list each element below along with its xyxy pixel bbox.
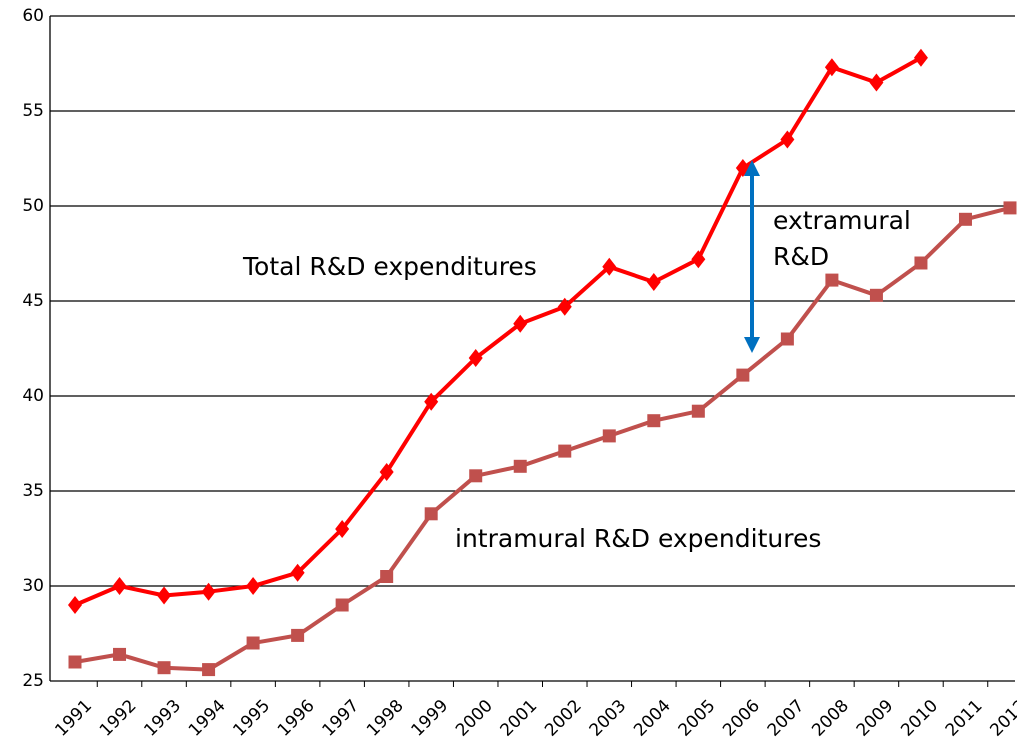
y-tick-label: 60	[22, 6, 44, 26]
marker	[736, 368, 750, 382]
series-line	[74, 205, 1011, 672]
marker	[157, 586, 172, 605]
marker	[68, 655, 82, 669]
marker	[335, 598, 349, 612]
marker	[246, 636, 260, 650]
marker	[602, 429, 616, 443]
y-tick-label: 25	[22, 671, 44, 691]
x-tick-label: 1994	[185, 696, 230, 741]
x-tick-label: 1996	[274, 696, 319, 741]
marker	[780, 332, 794, 346]
marker	[424, 507, 438, 521]
y-tick-label: 45	[22, 291, 44, 311]
marker	[380, 570, 394, 583]
plot: 25 30 35 40 45 50 55 60 1991 1992 1993 1994 1995 1996…	[22, 6, 1017, 741]
marker	[201, 582, 216, 601]
marker	[335, 520, 350, 538]
annotation: R&D	[773, 242, 829, 271]
series-label: Total R&D expenditures	[242, 252, 537, 281]
x-tick-label: 2000	[452, 696, 497, 741]
marker	[379, 463, 394, 481]
marker	[602, 257, 617, 276]
x-tick-label: 2009	[853, 696, 898, 741]
x-tick-label: 2011	[942, 696, 987, 741]
x-tick-label: 2005	[675, 696, 720, 741]
marker	[202, 663, 216, 677]
x-tick-label: 2008	[808, 696, 853, 741]
x-tick-label: 2003	[586, 696, 631, 741]
series-line	[74, 56, 922, 607]
x-tick-label: 2007	[764, 696, 809, 741]
y-tick-label: 50	[22, 196, 44, 216]
marker	[869, 73, 884, 92]
series-label: intramural R&D expenditures	[455, 524, 821, 553]
x-tick-label: 1997	[318, 696, 363, 741]
marker	[424, 392, 439, 411]
marker	[513, 459, 527, 473]
x-tick-label: 2001	[497, 696, 542, 741]
marker	[869, 288, 883, 302]
marker	[958, 212, 972, 226]
marker	[246, 577, 261, 595]
marker	[647, 414, 661, 428]
marker	[513, 314, 528, 333]
marker	[558, 444, 572, 458]
marker	[780, 130, 795, 149]
marker	[691, 404, 705, 418]
x-tick-label: 1993	[140, 696, 185, 741]
marker	[824, 58, 839, 77]
x-tick-label: 1995	[229, 696, 274, 741]
marker	[691, 250, 706, 269]
annotation: extramural	[773, 206, 911, 235]
marker	[68, 596, 82, 614]
marker	[469, 469, 483, 483]
marker	[1003, 201, 1017, 215]
x-tick-label: 2010	[897, 696, 942, 741]
y-tick-label: 30	[22, 576, 44, 596]
y-tick-label: 55	[22, 101, 44, 121]
y-tick-label: 40	[22, 386, 44, 406]
x-tick-label: 1998	[363, 696, 408, 741]
marker	[112, 577, 127, 595]
marker	[825, 273, 839, 287]
marker	[290, 563, 305, 582]
x-tick-label: 2012	[986, 696, 1017, 741]
marker	[468, 349, 483, 367]
marker	[113, 647, 127, 661]
x-tick-label: 1999	[408, 696, 453, 741]
x-tick-label: 1991	[51, 696, 96, 741]
x-tick-label: 2004	[630, 696, 675, 741]
x-tick-label: 2002	[541, 696, 586, 741]
marker	[557, 297, 572, 316]
x-tick-label: 2006	[719, 696, 764, 741]
marker	[913, 48, 928, 67]
marker	[646, 273, 661, 291]
marker	[291, 628, 305, 642]
x-tick-label: 1992	[96, 696, 141, 741]
y-tick-label: 35	[22, 481, 44, 501]
marker	[157, 661, 171, 675]
marker	[914, 256, 928, 270]
